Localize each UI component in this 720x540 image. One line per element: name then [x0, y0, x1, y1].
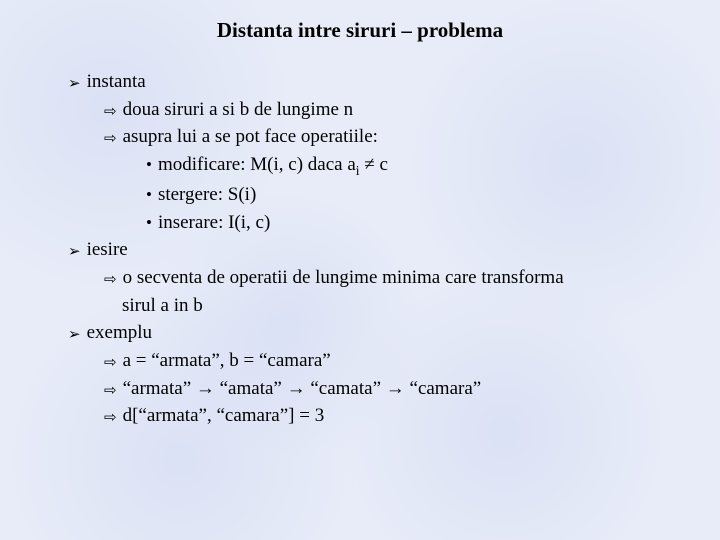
arrow-bullet-icon: [104, 97, 117, 123]
text-iesire: iesire: [87, 237, 128, 263]
item-ex-c: d[“armata”, “camara”] = 3: [40, 403, 680, 429]
triangle-bullet-icon: [68, 69, 81, 95]
item-modificare: modificare: M(i, c) daca ai ≠ c: [40, 152, 680, 180]
text-instanta: instanta: [87, 69, 146, 95]
text-exemplu: exemplu: [87, 320, 152, 346]
item-secventa-cont: sirul a in b: [40, 293, 680, 319]
triangle-bullet-icon: [68, 320, 81, 346]
text-doua-siruri: doua siruri a si b de lungime n: [123, 97, 354, 123]
dot-bullet-icon: [146, 182, 152, 208]
triangle-bullet-icon: [68, 237, 81, 263]
slide-container: Distanta intre siruri – problema instant…: [0, 0, 720, 429]
item-ex-b: “armata” → “amata” → “camata” → “camara”: [40, 376, 680, 402]
text-ex-c: d[“armata”, “camara”] = 3: [123, 403, 325, 429]
item-doua-siruri: doua siruri a si b de lungime n: [40, 97, 680, 123]
text-modificare-post: ≠ c: [360, 154, 388, 175]
item-exemplu: exemplu: [40, 320, 680, 346]
dot-bullet-icon: [146, 210, 152, 236]
arrow-bullet-icon: [104, 376, 117, 402]
item-instanta: instanta: [40, 69, 680, 95]
arrow-bullet-icon: [104, 403, 117, 429]
arrow-bullet-icon: [104, 265, 117, 291]
item-inserare: inserare: I(i, c): [40, 210, 680, 236]
item-ex-a: a = “armata”, b = “camara”: [40, 348, 680, 374]
text-inserare: inserare: I(i, c): [158, 210, 270, 236]
text-secventa-line1: o secventa de operatii de lungime minima…: [123, 265, 564, 291]
item-secventa: o secventa de operatii de lungime minima…: [40, 265, 680, 291]
text-stergere: stergere: S(i): [158, 182, 256, 208]
slide-title: Distanta intre siruri – problema: [40, 18, 680, 43]
text-modificare-pre: modificare: M(i, c) daca a: [158, 154, 356, 175]
text-ex-a: a = “armata”, b = “camara”: [123, 348, 331, 374]
text-modificare: modificare: M(i, c) daca ai ≠ c: [158, 152, 388, 180]
item-iesire: iesire: [40, 237, 680, 263]
item-asupra: asupra lui a se pot face operatiile:: [40, 124, 680, 150]
dot-bullet-icon: [146, 152, 152, 178]
arrow-bullet-icon: [104, 348, 117, 374]
arrow-bullet-icon: [104, 124, 117, 150]
item-stergere: stergere: S(i): [40, 182, 680, 208]
text-secventa-line2: sirul a in b: [122, 293, 203, 319]
text-ex-b: “armata” → “amata” → “camata” → “camara”: [123, 376, 482, 402]
text-asupra: asupra lui a se pot face operatiile:: [123, 124, 378, 150]
